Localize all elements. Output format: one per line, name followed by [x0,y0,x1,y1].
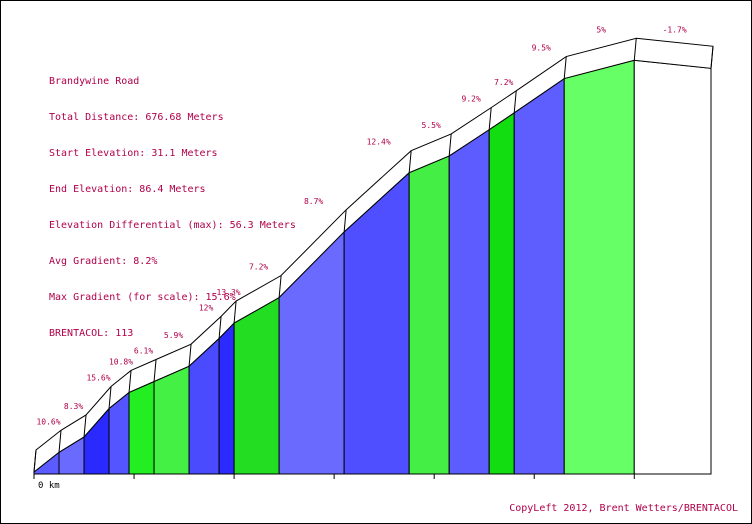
copyleft-credit: CopyLeft 2012, Brent Wetters/BRENTACOL [509,503,738,514]
road-surface-divider [108,386,112,409]
gradient-segment [563,59,635,475]
gradient-label: 10.6% [36,417,60,426]
gradient-label: 5.9% [164,331,183,340]
road-surface-divider [218,316,222,339]
road-surface-divider [128,370,132,393]
gradient-label: 5.5% [422,121,441,130]
gradient-label: 13.3% [217,288,241,297]
gradient-label: 15.6% [86,373,110,382]
gradient-label: 9.5% [532,44,551,53]
gradient-label: 8.7% [304,197,323,206]
gradient-label: 7.2% [494,78,513,87]
route-info-panel: Brandywine Road Total Distance: 676.68 M… [49,52,296,352]
gradient-segment [408,155,450,475]
avg-gradient: Avg Gradient: 8.2% [49,256,158,267]
gradient-label: 5% [596,25,606,34]
gradient-label: 7.2% [249,263,268,272]
road-surface-divider [563,56,567,79]
elevation-differential: Elevation Differential (max): 56.3 Meter… [49,220,296,231]
gradient-label: -1.7% [663,25,687,34]
road-surface-divider [58,430,62,453]
gradient-label: 12.4% [367,138,391,147]
x-axis-start-label: 0 km [38,481,60,491]
brentacol-score: BRENTACOL: 113 [49,328,134,339]
gradient-label: 6.1% [134,346,153,355]
gradient-label: 9.2% [462,95,481,104]
road-surface-divider [633,38,637,61]
road-surface-divider [513,90,517,113]
road-surface-divider [33,449,37,473]
road-surface-divider [278,275,282,298]
road-surface-divider [488,107,492,130]
road-surface-divider [153,359,157,382]
road-surface-divider [233,301,237,324]
gradient-segment [488,111,515,475]
end-elevation: End Elevation: 86.4 Meters [49,184,206,195]
gradient-segment [633,59,712,475]
gradient-segment [448,128,490,475]
road-surface-divider [710,46,714,69]
gradient-label: 10.8% [109,357,133,366]
road-surface-divider [408,150,412,173]
road-surface-divider [343,209,347,232]
total-distance: Total Distance: 676.68 Meters [49,112,224,123]
gradient-label: 12% [199,303,214,312]
start-elevation: Start Elevation: 31.1 Meters [49,148,218,159]
gradient-segment [513,77,565,475]
gradient-segment [128,380,155,475]
gradient-segment [153,365,190,475]
road-surface-divider [83,414,87,438]
road-surface-divider [188,344,192,367]
road-surface-divider [448,133,452,156]
gradient-label: 8.3% [64,402,83,411]
max-gradient: Max Gradient (for scale): 15.6% [49,292,236,303]
road-name: Brandywine Road [49,76,140,87]
